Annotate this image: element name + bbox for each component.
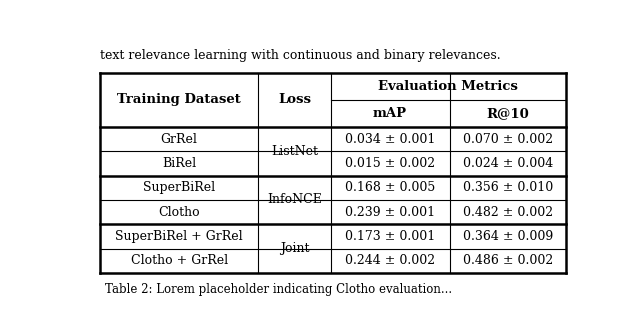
- Text: SuperBiRel + GrRel: SuperBiRel + GrRel: [115, 230, 243, 243]
- Text: Clotho + GrRel: Clotho + GrRel: [131, 254, 228, 267]
- Text: mAP: mAP: [373, 107, 407, 120]
- Text: Joint: Joint: [280, 242, 309, 255]
- Text: SuperBiRel: SuperBiRel: [143, 181, 215, 194]
- Text: text relevance learning with continuous and binary relevances.: text relevance learning with continuous …: [100, 49, 500, 62]
- Text: R@10: R@10: [486, 107, 529, 120]
- Text: Table 2: Lorem placeholder indicating Clotho evaluation...: Table 2: Lorem placeholder indicating Cl…: [105, 283, 452, 296]
- Text: Training Dataset: Training Dataset: [117, 93, 241, 106]
- Text: 0.173 ± 0.001: 0.173 ± 0.001: [345, 230, 435, 243]
- Text: Clotho: Clotho: [158, 206, 200, 219]
- Text: 0.356 ± 0.010: 0.356 ± 0.010: [463, 181, 553, 194]
- Text: 0.239 ± 0.001: 0.239 ± 0.001: [345, 206, 435, 219]
- Text: GrRel: GrRel: [161, 133, 198, 146]
- Text: InfoNCE: InfoNCE: [267, 193, 322, 206]
- Text: BiRel: BiRel: [162, 157, 196, 170]
- Text: 0.364 ± 0.009: 0.364 ± 0.009: [463, 230, 553, 243]
- Text: 0.168 ± 0.005: 0.168 ± 0.005: [345, 181, 435, 194]
- Text: ListNet: ListNet: [271, 145, 318, 158]
- Text: 0.486 ± 0.002: 0.486 ± 0.002: [463, 254, 553, 267]
- Text: 0.244 ± 0.002: 0.244 ± 0.002: [345, 254, 435, 267]
- Text: Loss: Loss: [278, 93, 311, 106]
- Text: 0.034 ± 0.001: 0.034 ± 0.001: [345, 133, 435, 146]
- Text: 0.015 ± 0.002: 0.015 ± 0.002: [345, 157, 435, 170]
- Text: Evaluation Metrics: Evaluation Metrics: [378, 80, 518, 93]
- Text: 0.482 ± 0.002: 0.482 ± 0.002: [463, 206, 553, 219]
- Text: 0.024 ± 0.004: 0.024 ± 0.004: [463, 157, 553, 170]
- Text: 0.070 ± 0.002: 0.070 ± 0.002: [463, 133, 553, 146]
